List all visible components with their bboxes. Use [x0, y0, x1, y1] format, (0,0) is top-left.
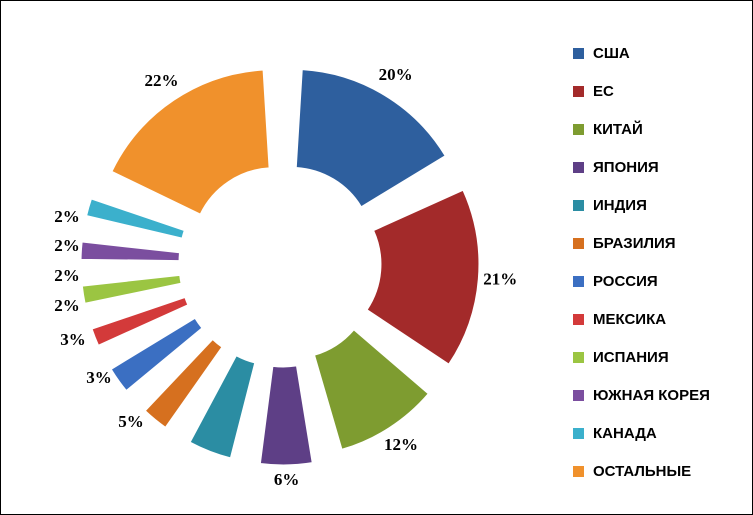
slice-5 — [189, 355, 256, 459]
legend-label: КИТАЙ — [593, 120, 643, 138]
legend-swatch — [573, 389, 584, 401]
slice-2 — [366, 189, 480, 365]
legend-item-11: КАНАДА — [573, 414, 748, 452]
legend-item-6: БРАЗИЛИЯ — [573, 224, 748, 262]
data-label-12: 22% — [145, 71, 179, 90]
slice-7 — [110, 317, 203, 392]
legend-item-8: МЕКСИКА — [573, 300, 748, 338]
slice-1 — [295, 69, 446, 208]
legend: США ЕС КИТАЙ ЯПОНИЯ ИНДИЯ БРАЗИЛИЯ РОССИЯ МЕКСИ… — [573, 34, 748, 490]
legend-swatch — [573, 313, 584, 325]
legend-item-3: КИТАЙ — [573, 110, 748, 148]
data-label-9: 2% — [54, 266, 80, 285]
legend-swatch — [573, 275, 584, 287]
data-label-7: 3% — [60, 330, 86, 349]
legend-swatch — [573, 465, 584, 477]
legend-item-1: США — [573, 34, 748, 72]
slice-11 — [86, 198, 185, 239]
slice-12 — [111, 69, 270, 215]
legend-swatch — [573, 85, 584, 97]
legend-swatch — [573, 161, 584, 173]
legend-item-2: ЕС — [573, 72, 748, 110]
slice-9 — [81, 274, 182, 304]
legend-label: КАНАДА — [593, 424, 657, 442]
data-label-10: 2% — [54, 236, 80, 255]
legend-label: РОССИЯ — [593, 272, 658, 290]
labels-group: 20% 21% 12% 6% 5% 3%3% 2% 2% 2% 2% 22% — [54, 65, 517, 489]
legend-item-5: ИНДИЯ — [573, 186, 748, 224]
legend-label: ЯПОНИЯ — [593, 158, 659, 176]
legend-item-10: ЮЖНАЯ КОРЕЯ — [573, 376, 748, 414]
slice-4 — [259, 365, 313, 466]
slice-8 — [91, 296, 189, 346]
data-label-3: 12% — [384, 435, 418, 454]
data-label-4: 6% — [274, 470, 300, 489]
legend-label: ИНДИЯ — [593, 196, 647, 214]
slices-group — [80, 69, 480, 466]
slice-10 — [80, 241, 181, 262]
legend-item-12: ОСТАЛЬНЫЕ — [573, 452, 748, 490]
legend-label: МЕКСИКА — [593, 310, 667, 328]
data-label-5: 5% — [118, 412, 144, 431]
legend-swatch — [573, 47, 584, 59]
legend-item-4: ЯПОНИЯ — [573, 148, 748, 186]
legend-item-7: РОССИЯ — [573, 262, 748, 300]
data-label-2: 21% — [483, 270, 517, 289]
legend-label: БРАЗИЛИЯ — [593, 234, 676, 252]
data-label-6: 3% — [86, 368, 112, 387]
legend-label: ИСПАНИЯ — [593, 348, 669, 366]
legend-swatch — [573, 123, 584, 135]
legend-label: ЕС — [593, 82, 614, 100]
slice-3 — [313, 329, 429, 450]
legend-item-9: ИСПАНИЯ — [573, 338, 748, 376]
legend-label: ЮЖНАЯ КОРЕЯ — [593, 386, 710, 404]
data-label-11: 2% — [54, 207, 80, 226]
data-label-8: 2% — [54, 296, 80, 315]
legend-label: США — [593, 44, 630, 62]
legend-swatch — [573, 427, 584, 439]
slice-6 — [144, 338, 223, 428]
legend-swatch — [573, 351, 584, 363]
legend-label: ОСТАЛЬНЫЕ — [593, 462, 692, 480]
data-label-1: 20% — [379, 65, 413, 84]
legend-swatch — [573, 237, 584, 249]
legend-swatch — [573, 199, 584, 211]
